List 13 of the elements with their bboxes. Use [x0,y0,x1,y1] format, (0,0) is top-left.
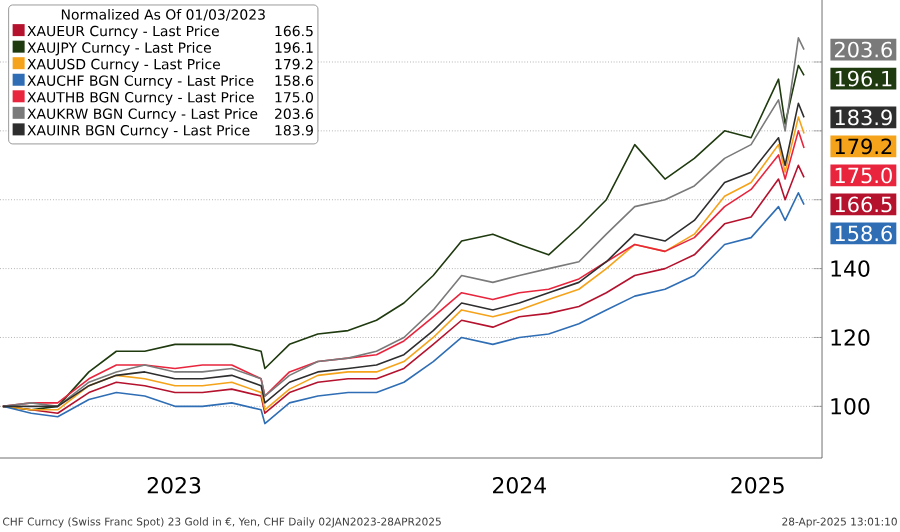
x-tick-label: 2025 [731,477,784,494]
x-tick-label: 2023 [147,477,201,494]
data-label: 166.5 [835,196,892,213]
data-label: 179.2 [835,138,892,155]
y-tick-label: 140 [831,260,870,277]
data-label: 175.0 [835,167,892,184]
data-label: 196.1 [835,70,892,87]
data-label: 203.6 [834,41,892,58]
y-tick-label: 100 [831,398,870,415]
y-tick-label: 120 [831,329,870,346]
data-label: 158.6 [835,225,892,242]
data-label: 183.9 [835,109,892,126]
x-tick-label: 2024 [493,477,546,494]
